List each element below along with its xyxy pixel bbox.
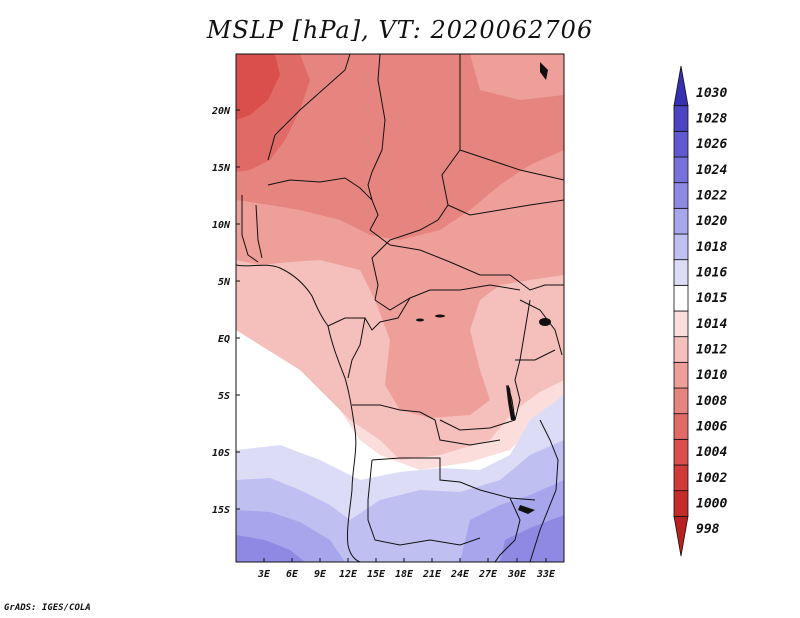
lon-tick: 12E xyxy=(339,558,358,580)
country-borders xyxy=(236,54,564,562)
lat-label-15n: 15N xyxy=(212,163,231,174)
colorbar-label-1000: 1000 xyxy=(696,497,727,512)
colorbar: 998 1000 1002 1004 1006 1008 1010 1012 1014 1015 1… xyxy=(673,65,727,557)
colorbar-swatch-1008 xyxy=(673,387,689,415)
field-1022-west xyxy=(236,535,305,562)
colorbar-label-1030: 1030 xyxy=(696,86,727,101)
colorbar-label-1024: 1024 xyxy=(696,163,727,178)
colorbar-swatch-1010 xyxy=(673,361,689,389)
lat-tick: EQ xyxy=(218,334,240,345)
colorbar-swatch-1015 xyxy=(673,284,689,312)
lat-label-10n: 10N xyxy=(212,220,231,231)
colorbar-swatch-1004 xyxy=(673,438,689,466)
lon-tick: 15E xyxy=(367,558,386,580)
lon-label-18e: 18E xyxy=(395,569,414,580)
lon-label-9e: 9E xyxy=(314,569,327,580)
field-1022-east xyxy=(500,515,564,562)
colorbar-label-1010: 1010 xyxy=(696,368,727,383)
lat-label-5s: 5S xyxy=(218,391,230,402)
lat-label-eq: EQ xyxy=(218,334,230,345)
colorbar-swatch-1020 xyxy=(673,207,689,235)
colorbar-swatch-1028 xyxy=(673,105,689,132)
colorbar-swatch-1024 xyxy=(673,156,689,184)
lon-label-3e: 3E xyxy=(257,569,271,580)
lon-tick: 3E xyxy=(257,558,271,580)
colorbar-swatch-1016 xyxy=(673,259,689,286)
lat-tick: 15N xyxy=(212,163,240,174)
lon-tick: 27E xyxy=(478,558,498,580)
colorbar-label-1018: 1018 xyxy=(696,240,727,255)
colorbar-swatch-1002 xyxy=(673,464,689,492)
colorbar-swatch-1022 xyxy=(673,182,689,209)
lat-tick: 5N xyxy=(218,277,240,288)
colorbar-swatch-1000 xyxy=(673,490,689,517)
colorbar-label-1008: 1008 xyxy=(696,394,727,409)
lon-label-24e: 24E xyxy=(450,569,470,580)
lat-tick: 5S xyxy=(218,391,240,402)
colorbar-swatch-1012 xyxy=(673,336,689,363)
field-1008 xyxy=(236,54,564,240)
grads-credit: GrADS: IGES/COLA xyxy=(4,603,91,613)
lat-tick: 15S xyxy=(212,505,240,516)
lakes xyxy=(416,62,551,514)
lon-label-33e: 33E xyxy=(536,569,556,580)
colorbar-label-1006: 1006 xyxy=(696,420,727,435)
lat-tick: 10N xyxy=(212,220,240,231)
colorbar-label-1026: 1026 xyxy=(696,137,727,152)
colorbar-swatch-1026 xyxy=(673,130,689,158)
colorbar-label-1014: 1014 xyxy=(696,317,727,332)
colorbar-label-1012: 1012 xyxy=(696,343,727,358)
lon-tick: 18E xyxy=(395,558,414,580)
colorbar-swatch-1014 xyxy=(673,310,689,338)
lat-tick: 20N xyxy=(211,106,240,117)
colorbar-swatch-1030 xyxy=(673,65,689,107)
colorbar-swatch-1018 xyxy=(673,233,689,261)
colorbar-label-1015: 1015 xyxy=(696,291,727,306)
pressure-field xyxy=(236,54,564,562)
colorbar-swatch-1006 xyxy=(673,413,689,440)
lon-label-30e: 30E xyxy=(507,569,527,580)
field-1004 xyxy=(236,54,280,120)
latitude-labels: 20N 15N 10N 5N EQ 5S 10S 15S xyxy=(211,106,240,516)
map-frame xyxy=(235,53,565,563)
lon-tick: 6E xyxy=(286,558,299,580)
colorbar-label-1022: 1022 xyxy=(696,189,727,204)
colorbar-label-1028: 1028 xyxy=(696,112,727,127)
lat-label-15s: 15S xyxy=(212,505,230,516)
map-title: MSLP [hPa], VT: 2020062706 xyxy=(206,16,594,44)
colorbar-label-1002: 1002 xyxy=(696,471,727,486)
colorbar-label-1016: 1016 xyxy=(696,266,727,281)
lon-tick: 30E xyxy=(507,558,527,580)
lat-label-5n: 5N xyxy=(218,277,231,288)
lon-label-15e: 15E xyxy=(367,569,386,580)
lon-label-12e: 12E xyxy=(339,569,358,580)
lat-tick: 10S xyxy=(212,448,240,459)
longitude-labels: 3E 6E 9E 12E 15E 18E 21E 24E 27E 30E 33E xyxy=(257,558,556,580)
colorbar-swatch-998 xyxy=(673,515,689,557)
colorbar-label-1004: 1004 xyxy=(696,445,727,460)
lon-tick: 24E xyxy=(450,558,470,580)
colorbar-label-998: 998 xyxy=(696,522,720,537)
lon-label-6e: 6E xyxy=(286,569,299,580)
lon-label-21e: 21E xyxy=(422,569,442,580)
lon-tick: 9E xyxy=(314,558,327,580)
colorbar-label-1020: 1020 xyxy=(696,214,727,229)
lon-tick: 21E xyxy=(422,558,442,580)
lat-label-10s: 10S xyxy=(212,448,230,459)
lon-tick: 33E xyxy=(536,558,556,580)
lon-label-27e: 27E xyxy=(478,569,498,580)
lat-label-20n: 20N xyxy=(211,106,231,117)
